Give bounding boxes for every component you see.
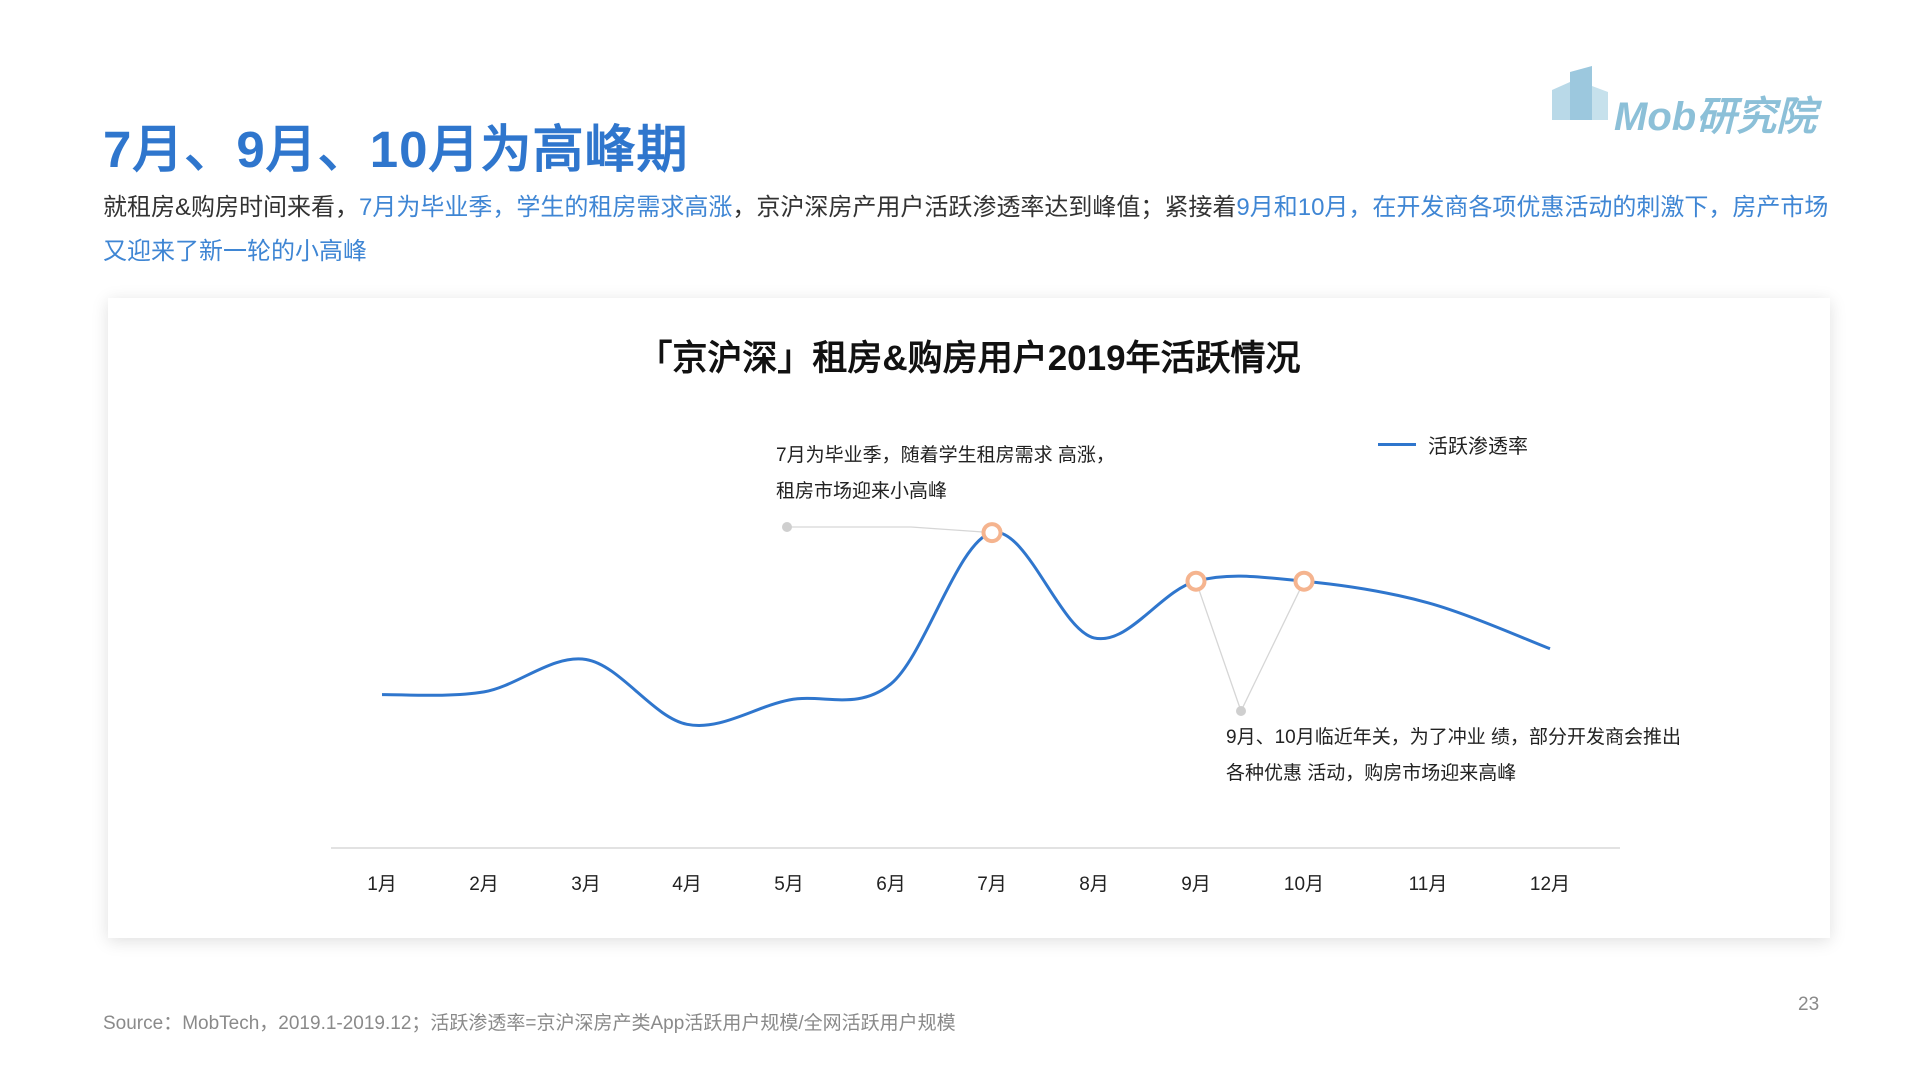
x-tick-label: 5月 xyxy=(774,874,804,895)
x-tick-label: 1月 xyxy=(367,874,397,895)
chart-legend: 活跃渗透率 xyxy=(1378,430,1528,459)
x-tick-label: 12月 xyxy=(1530,874,1570,895)
annotation-july: 7月为毕业季，随着学生租房需求 高涨， 租房市场迎来小高峰 xyxy=(776,438,1115,510)
annotation-july-line-2: 租房市场迎来小高峰 xyxy=(776,481,948,502)
x-tick-label: 7月 xyxy=(977,874,1007,895)
legend-line-swatch xyxy=(1378,443,1416,446)
x-tick-label: 9月 xyxy=(1181,874,1211,895)
page-number: 23 xyxy=(1798,994,1820,1015)
x-tick-label: 4月 xyxy=(672,874,702,895)
line-chart: 1月 2月 3月 4月 5月 6月 7月 8月 9月 10月 11月 12月 xyxy=(331,522,1620,895)
logo-text: Mob研究院 xyxy=(1614,95,1817,139)
chart-title: 「京沪深」租房&购房用户2019年活跃情况 xyxy=(637,339,1301,378)
chart-card: 「京沪深」租房&购房用户2019年活跃情况 活跃渗透率 7月为毕业季，随着学生租… xyxy=(108,298,1830,938)
annotation-sep-oct-dot xyxy=(1236,706,1246,716)
source-note: Source：MobTech，2019.1-2019.12；活跃渗透率=京沪深房… xyxy=(103,1013,956,1034)
highlight-point-9 xyxy=(1185,570,1207,592)
annotation-july-line-1: 7月为毕业季，随着学生租房需求 高涨， xyxy=(776,445,1115,466)
x-tick-label: 3月 xyxy=(571,874,601,895)
page-title: 7月、9月、10月为高峰期 xyxy=(103,121,689,178)
building-logo-icon xyxy=(1552,66,1608,120)
annotation-sep-oct-leader xyxy=(1195,580,1305,713)
highlight-point-10 xyxy=(1293,570,1315,592)
x-tick-label: 10月 xyxy=(1284,874,1324,895)
series-line xyxy=(381,531,1551,727)
annotation-july-leader xyxy=(787,526,993,534)
intro-part-1: 就租房&购房时间来看， xyxy=(103,194,360,221)
intro-highlight-1: 7月为毕业季，学生的租房需求高涨 xyxy=(359,194,733,221)
legend-label: 活跃渗透率 xyxy=(1428,436,1528,458)
annotation-sep-oct-line-2: 各种优惠 活动，购房市场迎来高峰 xyxy=(1226,763,1517,784)
x-tick-label: 11月 xyxy=(1409,874,1448,895)
intro-part-3: ，京沪深房产用户活跃渗透率达到峰值；紧接着 xyxy=(732,194,1237,221)
annotation-july-dot xyxy=(782,522,792,532)
x-tick-label: 8月 xyxy=(1079,874,1109,895)
mob-logo: Mob研究院 xyxy=(1548,64,1848,139)
x-tick-label: 2月 xyxy=(469,874,499,895)
highlight-point-7 xyxy=(981,522,1003,544)
x-tick-label: 6月 xyxy=(876,874,906,895)
annotation-sep-oct-line-1: 9月、10月临近年关，为了冲业 绩，部分开发商会推出 xyxy=(1226,727,1681,748)
annotation-sep-oct: 9月、10月临近年关，为了冲业 绩，部分开发商会推出 各种优惠 活动，购房市场迎… xyxy=(1226,720,1681,792)
intro-highlight-2: 9月和10月，在开发商各项优惠活动的刺激下，房产市场又迎来了新一轮的小高峰 xyxy=(103,194,1829,265)
intro-text: 就租房&购房时间来看，7月为毕业季，学生的租房需求高涨，京沪深房产用户活跃渗透率… xyxy=(103,186,1833,274)
